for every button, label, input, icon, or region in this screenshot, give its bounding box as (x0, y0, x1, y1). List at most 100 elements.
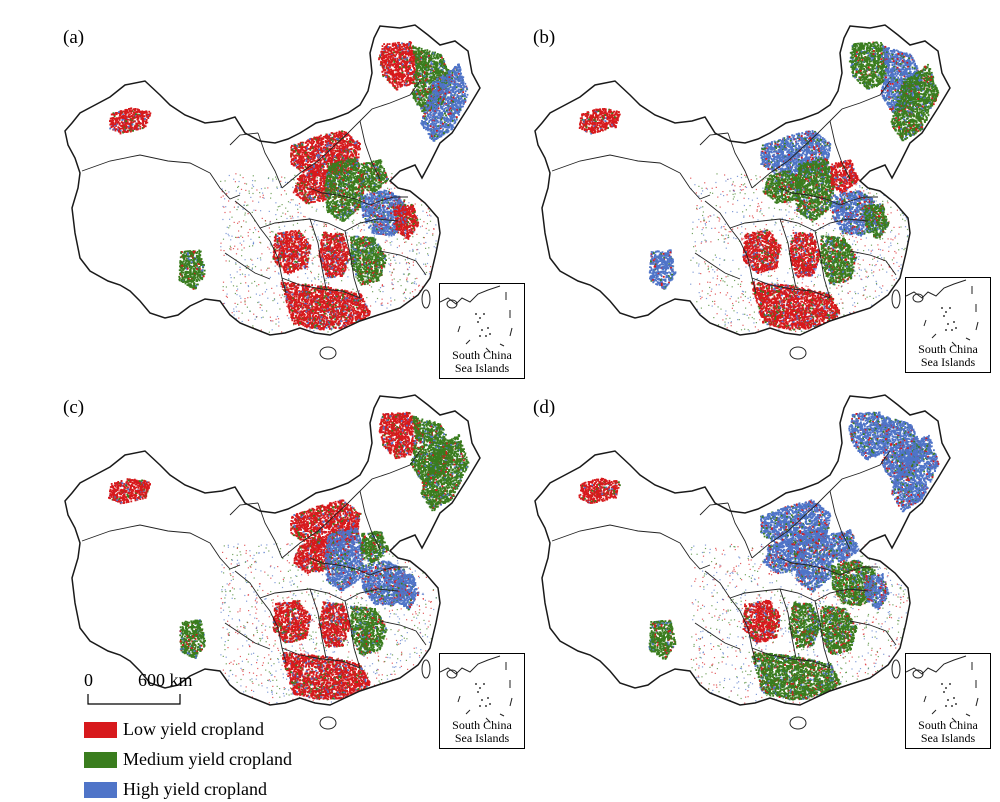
cropland-pixel (409, 79, 411, 82)
cropland-pixel (403, 44, 406, 46)
cropland-pixel (309, 138, 311, 140)
cropland-pixel (326, 160, 328, 163)
cropland-pixel (428, 56, 430, 59)
cropland-pixels (109, 41, 469, 334)
cropland-pixel (335, 131, 338, 134)
cropland-pixel (386, 43, 389, 45)
cropland-pixel (425, 106, 428, 109)
cropland-pixel (437, 129, 439, 132)
cropland-pixel (439, 81, 442, 84)
cropland-pixel (437, 88, 440, 91)
cropland-pixel (451, 114, 453, 117)
cropland-pixel (439, 100, 442, 103)
cropland-pixel (453, 108, 456, 111)
cropland-pixel (430, 90, 433, 93)
cropland-pixel (436, 61, 439, 64)
cropland-pixel (394, 65, 397, 68)
cropland-pixel (400, 56, 402, 58)
cropland-pixel (399, 68, 401, 70)
cropland-pixel (431, 90, 434, 92)
cropland-pixel (407, 71, 410, 74)
cropland-pixel (406, 65, 408, 68)
cropland-pixel (418, 50, 420, 53)
cropland-pixel (451, 94, 454, 96)
cropland-pixel (414, 74, 417, 77)
cropland-pixel (411, 65, 414, 67)
cropland-pixel (423, 64, 426, 66)
cropland-pixel (442, 66, 445, 68)
cropland-pixel (407, 50, 410, 53)
cropland-pixel (424, 49, 427, 52)
cropland-pixel (382, 67, 385, 70)
cropland-pixel (450, 105, 453, 107)
cropland-pixel (385, 46, 388, 49)
cropland-pixel (426, 124, 429, 126)
cropland-pixel (327, 163, 330, 165)
cropland-pixel (420, 78, 423, 81)
cropland-pixel (321, 165, 324, 167)
cropland-pixel (456, 93, 459, 96)
cropland-pixel (402, 77, 404, 79)
cropland-pixel (303, 155, 305, 158)
cropland-pixel (442, 83, 445, 85)
cropland-pixel (442, 74, 444, 77)
cropland-pixel (424, 88, 427, 90)
cropland-pixel (304, 151, 307, 154)
cropland-pixel (437, 107, 440, 110)
cropland-pixel (309, 191, 312, 193)
cropland-pixel (432, 74, 435, 76)
cropland-pixel (391, 43, 394, 45)
cropland-pixel (320, 182, 322, 184)
cropland-pixel (455, 103, 457, 105)
cropland-pixel (346, 141, 349, 144)
cropland-pixel (437, 74, 439, 76)
cropland-pixel (419, 68, 422, 71)
cropland-pixel (387, 46, 390, 48)
cropland-pixel (301, 167, 304, 169)
cropland-pixel (393, 79, 396, 81)
china-map-group (64, 24, 481, 360)
cropland-pixel (333, 152, 336, 154)
cropland-pixel (448, 91, 451, 94)
cropland-pixel (457, 88, 460, 91)
cropland-pixel (441, 130, 444, 132)
cropland-pixel (451, 74, 454, 77)
cropland-pixel (431, 101, 434, 104)
cropland-pixel (408, 47, 411, 49)
cropland-pixel (431, 63, 434, 65)
cropland-pixel (444, 88, 447, 91)
cropland-pixel (436, 115, 438, 118)
cropland-pixel (389, 49, 392, 52)
cropland-pixel (386, 53, 389, 56)
cropland-pixel (420, 62, 423, 64)
cropland-pixel (306, 144, 309, 147)
cropland-pixel (385, 58, 388, 61)
cropland-pixel (457, 89, 460, 92)
cropland-pixel (437, 79, 440, 82)
cropland-pixel (429, 90, 431, 93)
cropland-pixel (410, 53, 412, 56)
cropland-pixel (455, 72, 458, 74)
cropland-pixel (401, 42, 403, 45)
cropland-pixel (434, 96, 437, 98)
cropland-pixel (436, 71, 439, 74)
cropland-pixel (450, 107, 453, 109)
cropland-pixel (434, 116, 437, 118)
cropland-pixel (455, 97, 457, 100)
cropland-pixel (419, 98, 421, 101)
cropland-pixel (418, 72, 421, 75)
cropland-pixel (432, 104, 435, 106)
cropland-pixel (344, 143, 346, 145)
cropland-pixel (421, 71, 424, 74)
cropland-pixel (419, 52, 422, 54)
cropland-pixel (456, 111, 459, 113)
cropland-pixel (392, 54, 395, 57)
cropland-pixel (434, 127, 437, 130)
cropland-pixel (456, 74, 458, 77)
cropland-pixel (451, 128, 454, 130)
cropland-pixel (450, 89, 453, 91)
cropland-pixel (417, 62, 419, 65)
cropland-pixel (313, 190, 315, 193)
cropland-pixel (432, 116, 435, 119)
cropland-pixel (428, 124, 430, 127)
